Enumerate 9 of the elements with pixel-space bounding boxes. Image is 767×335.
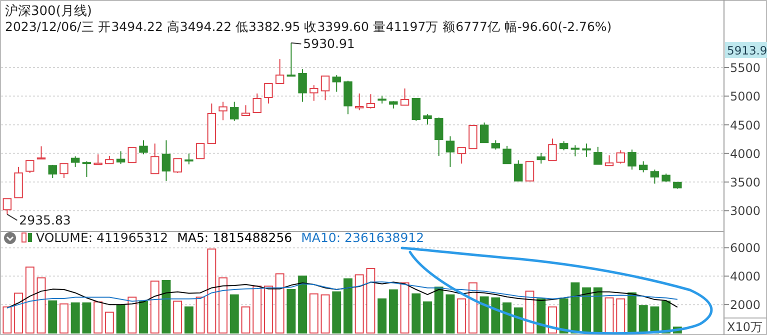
annotation: 5930.91: [303, 36, 355, 51]
text: MA10: 2361638912: [301, 230, 424, 245]
y-axis-title: X10万: [727, 320, 762, 334]
text: 5913.9: [727, 44, 767, 58]
text: 2023/12/06/三 开3494.22 高3494.22 低3382.95 收3399.60 量41197万 额6777亿 幅-96.60(-2.76%): [5, 19, 612, 34]
legend-label: VOLUME: 411965312: [36, 230, 168, 245]
chart-title: 沪深300(月线): [5, 3, 92, 19]
text: MA5: 1815488256: [177, 230, 292, 245]
annotation: 2935.83: [19, 212, 71, 228]
